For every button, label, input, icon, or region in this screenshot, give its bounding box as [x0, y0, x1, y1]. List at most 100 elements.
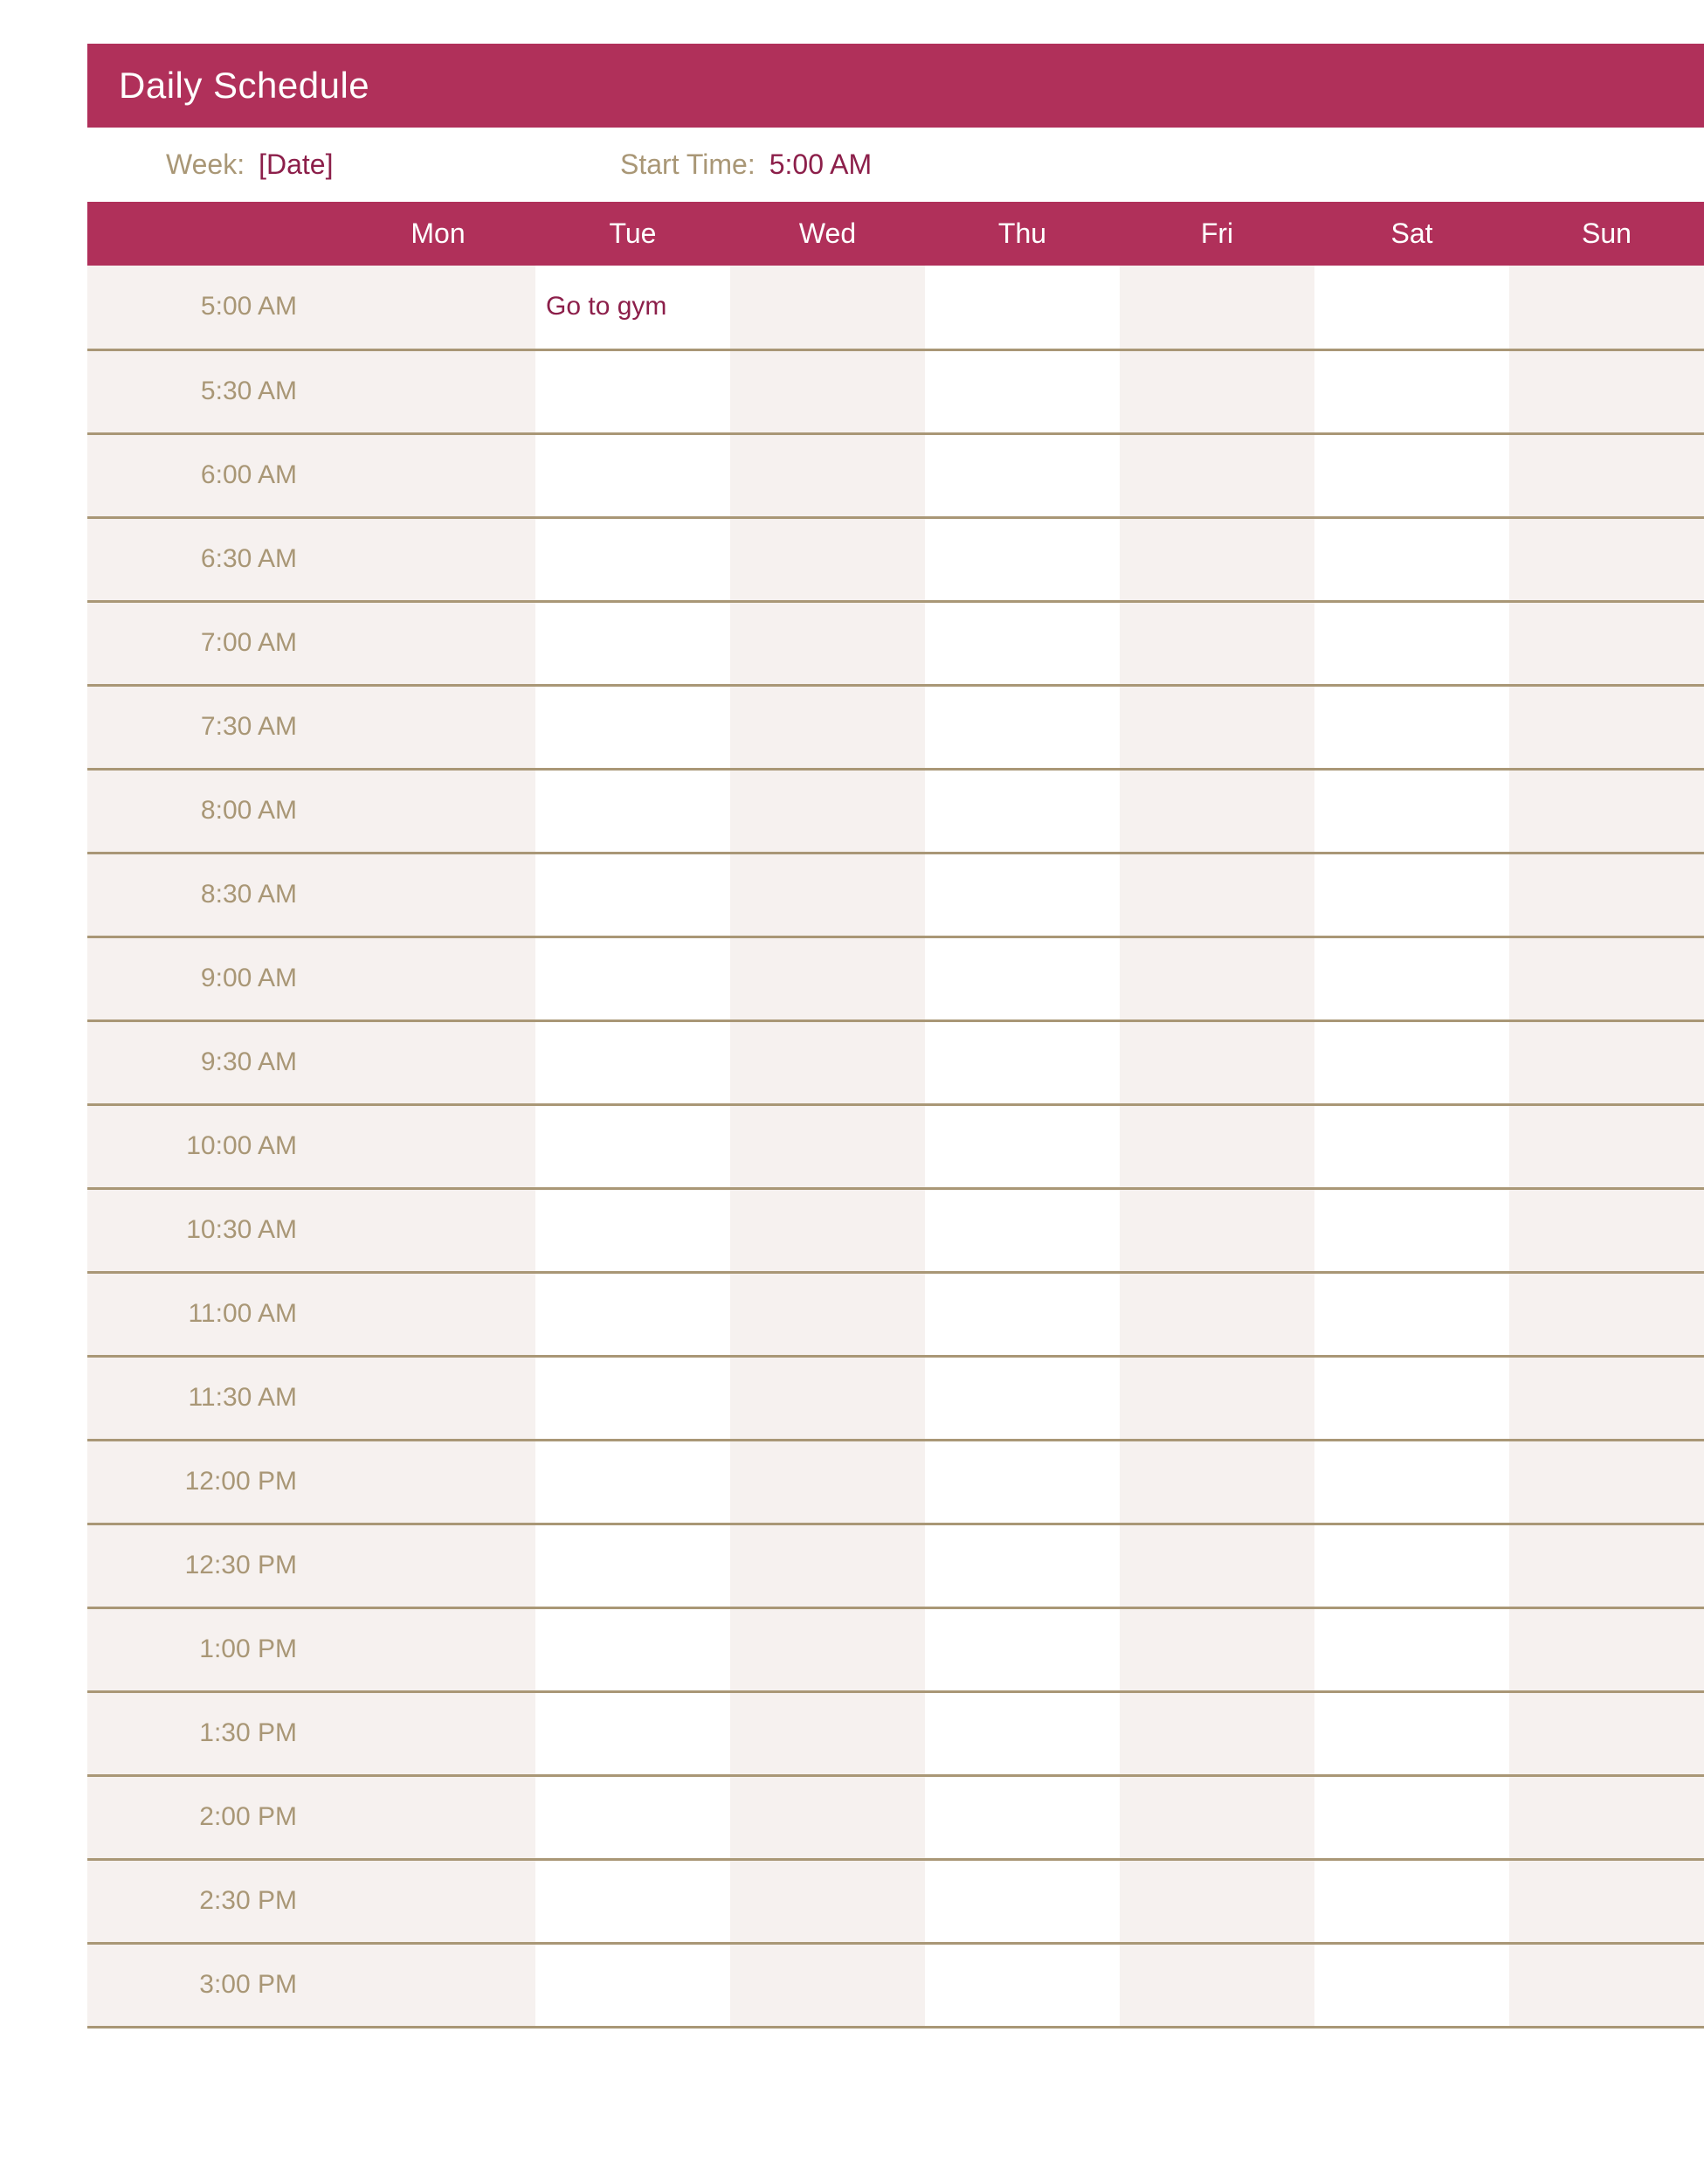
schedule-cell[interactable]: [730, 1440, 925, 1524]
schedule-cell[interactable]: Go to gym: [535, 266, 730, 349]
schedule-cell[interactable]: [925, 1691, 1120, 1775]
schedule-cell[interactable]: [1509, 685, 1704, 769]
schedule-cell[interactable]: [730, 1524, 925, 1607]
schedule-cell[interactable]: [341, 1524, 535, 1607]
schedule-cell[interactable]: [1509, 601, 1704, 685]
schedule-cell[interactable]: [1314, 1859, 1509, 1943]
schedule-cell[interactable]: [730, 1188, 925, 1272]
schedule-cell[interactable]: [341, 517, 535, 601]
schedule-cell[interactable]: [925, 1859, 1120, 1943]
schedule-cell[interactable]: [535, 769, 730, 853]
schedule-cell[interactable]: [1509, 433, 1704, 517]
schedule-cell[interactable]: [341, 349, 535, 433]
schedule-cell[interactable]: [535, 853, 730, 936]
schedule-cell[interactable]: [1509, 853, 1704, 936]
schedule-cell[interactable]: [1120, 1020, 1314, 1104]
schedule-cell[interactable]: [535, 1356, 730, 1440]
schedule-cell[interactable]: [1509, 1691, 1704, 1775]
schedule-cell[interactable]: [535, 517, 730, 601]
schedule-cell[interactable]: [1120, 517, 1314, 601]
schedule-cell[interactable]: [925, 1188, 1120, 1272]
schedule-cell[interactable]: [535, 1188, 730, 1272]
schedule-cell[interactable]: [1120, 936, 1314, 1020]
schedule-cell[interactable]: [925, 1020, 1120, 1104]
schedule-cell[interactable]: [1120, 349, 1314, 433]
schedule-cell[interactable]: [1314, 1188, 1509, 1272]
schedule-cell[interactable]: [535, 349, 730, 433]
schedule-cell[interactable]: [1509, 936, 1704, 1020]
schedule-cell[interactable]: [341, 1020, 535, 1104]
schedule-cell[interactable]: [1314, 1104, 1509, 1188]
schedule-cell[interactable]: [925, 1272, 1120, 1356]
schedule-cell[interactable]: [341, 1272, 535, 1356]
schedule-cell[interactable]: [1314, 1020, 1509, 1104]
schedule-cell[interactable]: [925, 1440, 1120, 1524]
schedule-cell[interactable]: [341, 685, 535, 769]
schedule-cell[interactable]: [925, 1524, 1120, 1607]
schedule-cell[interactable]: [925, 1943, 1120, 2027]
schedule-cell[interactable]: [535, 601, 730, 685]
schedule-cell[interactable]: [1314, 349, 1509, 433]
schedule-cell[interactable]: [1509, 1188, 1704, 1272]
schedule-cell[interactable]: [341, 853, 535, 936]
schedule-cell[interactable]: [535, 1943, 730, 2027]
schedule-cell[interactable]: [730, 1020, 925, 1104]
schedule-cell[interactable]: [341, 1104, 535, 1188]
schedule-cell[interactable]: [1120, 1775, 1314, 1859]
schedule-cell[interactable]: [1509, 266, 1704, 349]
schedule-cell[interactable]: [341, 936, 535, 1020]
schedule-cell[interactable]: [1120, 1440, 1314, 1524]
schedule-cell[interactable]: [1314, 1440, 1509, 1524]
schedule-cell[interactable]: [341, 769, 535, 853]
schedule-cell[interactable]: [1120, 685, 1314, 769]
schedule-cell[interactable]: [1120, 433, 1314, 517]
schedule-cell[interactable]: [1120, 1272, 1314, 1356]
schedule-cell[interactable]: [925, 1356, 1120, 1440]
schedule-cell[interactable]: [535, 1775, 730, 1859]
schedule-cell[interactable]: [1120, 601, 1314, 685]
schedule-cell[interactable]: [535, 685, 730, 769]
schedule-cell[interactable]: [1120, 266, 1314, 349]
schedule-cell[interactable]: [730, 1943, 925, 2027]
schedule-cell[interactable]: [1314, 1691, 1509, 1775]
schedule-cell[interactable]: [925, 349, 1120, 433]
schedule-cell[interactable]: [1314, 1775, 1509, 1859]
schedule-cell[interactable]: [1314, 433, 1509, 517]
schedule-cell[interactable]: [730, 433, 925, 517]
schedule-cell[interactable]: [341, 1188, 535, 1272]
schedule-cell[interactable]: [1314, 1524, 1509, 1607]
schedule-cell[interactable]: [730, 1775, 925, 1859]
schedule-cell[interactable]: [1509, 1775, 1704, 1859]
schedule-cell[interactable]: [1314, 1943, 1509, 2027]
schedule-cell[interactable]: [730, 1356, 925, 1440]
schedule-cell[interactable]: [1120, 1943, 1314, 2027]
schedule-cell[interactable]: [730, 266, 925, 349]
schedule-cell[interactable]: [341, 1691, 535, 1775]
schedule-cell[interactable]: [1509, 1524, 1704, 1607]
schedule-cell[interactable]: [730, 685, 925, 769]
schedule-cell[interactable]: [535, 1607, 730, 1691]
schedule-cell[interactable]: [535, 1272, 730, 1356]
schedule-cell[interactable]: [535, 1691, 730, 1775]
schedule-cell[interactable]: [535, 1859, 730, 1943]
schedule-cell[interactable]: [1314, 601, 1509, 685]
schedule-cell[interactable]: [925, 433, 1120, 517]
schedule-cell[interactable]: [1120, 853, 1314, 936]
schedule-cell[interactable]: [1120, 769, 1314, 853]
schedule-cell[interactable]: [1314, 266, 1509, 349]
schedule-cell[interactable]: [1120, 1607, 1314, 1691]
schedule-cell[interactable]: [1509, 769, 1704, 853]
schedule-cell[interactable]: [1509, 1272, 1704, 1356]
schedule-cell[interactable]: [730, 853, 925, 936]
schedule-cell[interactable]: [925, 517, 1120, 601]
schedule-cell[interactable]: [1509, 1020, 1704, 1104]
schedule-cell[interactable]: [1314, 936, 1509, 1020]
start-time-value[interactable]: 5:00 AM: [769, 149, 872, 181]
schedule-cell[interactable]: [730, 769, 925, 853]
schedule-cell[interactable]: [1120, 1859, 1314, 1943]
schedule-cell[interactable]: [730, 936, 925, 1020]
schedule-cell[interactable]: [730, 1859, 925, 1943]
schedule-cell[interactable]: [1120, 1691, 1314, 1775]
schedule-cell[interactable]: [730, 517, 925, 601]
schedule-cell[interactable]: [1509, 1104, 1704, 1188]
